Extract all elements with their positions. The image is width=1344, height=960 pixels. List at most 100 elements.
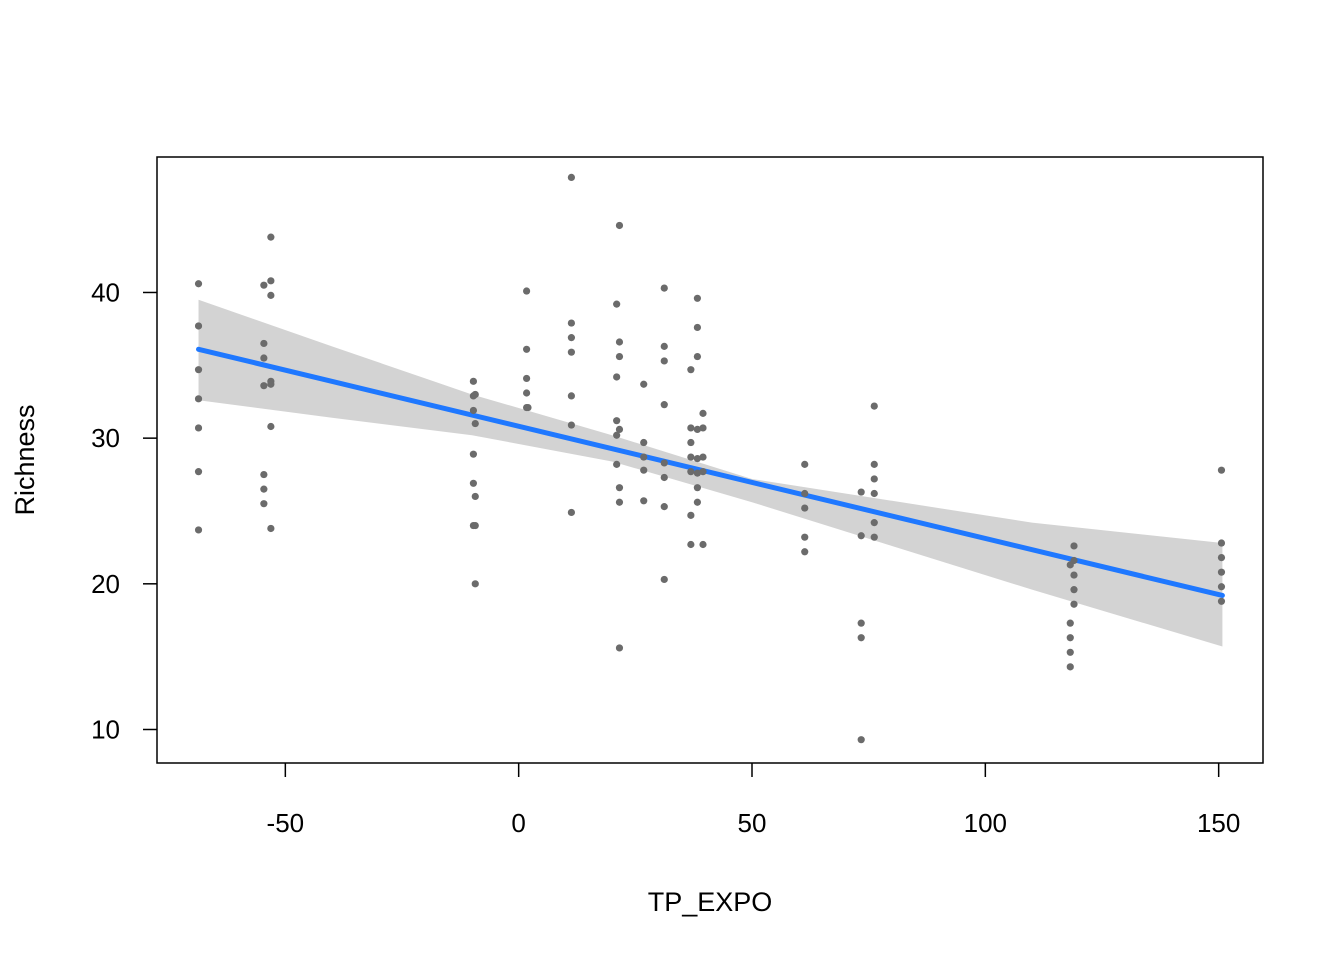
data-point xyxy=(660,503,668,511)
data-point xyxy=(567,173,576,181)
data-point xyxy=(1217,597,1226,605)
data-point xyxy=(260,485,268,493)
data-point xyxy=(640,466,648,474)
y-axis: 10 20 30 40 xyxy=(91,277,157,744)
data-point xyxy=(471,492,479,501)
data-point xyxy=(1217,583,1226,591)
data-point xyxy=(857,619,865,627)
data-point xyxy=(1066,663,1074,671)
data-point xyxy=(260,281,268,289)
x-tick-label: 0 xyxy=(511,808,525,838)
data-point xyxy=(687,540,695,549)
data-point xyxy=(613,417,621,425)
data-point xyxy=(267,524,275,533)
data-point xyxy=(801,460,809,468)
data-point xyxy=(660,473,668,482)
data-point xyxy=(687,453,695,461)
data-point xyxy=(194,526,203,534)
data-point xyxy=(870,489,878,498)
data-point xyxy=(615,644,624,652)
data-point xyxy=(567,392,576,400)
data-point xyxy=(471,580,479,588)
data-point xyxy=(1066,619,1074,627)
data-point xyxy=(693,469,702,477)
data-point xyxy=(1070,571,1078,579)
data-point xyxy=(640,438,648,447)
data-point xyxy=(1217,554,1226,562)
x-tick-label: -50 xyxy=(267,808,305,838)
data-point xyxy=(1066,634,1074,642)
data-point xyxy=(194,280,203,288)
data-point xyxy=(693,454,702,463)
data-point xyxy=(194,468,203,476)
data-point xyxy=(870,402,878,410)
data-point xyxy=(613,431,621,439)
x-tick-label: 150 xyxy=(1197,808,1240,838)
data-point xyxy=(857,532,865,540)
y-tick-label: 20 xyxy=(91,569,120,599)
data-point xyxy=(194,366,203,374)
data-point xyxy=(267,380,275,388)
data-point xyxy=(471,390,479,399)
data-point xyxy=(613,460,621,468)
data-point xyxy=(801,489,809,498)
data-point xyxy=(1070,600,1078,608)
data-point xyxy=(523,287,531,295)
data-point xyxy=(613,300,621,308)
data-point xyxy=(567,421,576,429)
data-point xyxy=(567,319,576,327)
plot-frame xyxy=(156,156,1264,764)
data-point xyxy=(260,382,268,390)
data-point xyxy=(469,406,477,415)
y-tick-label: 40 xyxy=(91,277,120,307)
data-point xyxy=(699,424,707,432)
data-point xyxy=(1217,466,1226,474)
data-point xyxy=(267,233,275,241)
data-point xyxy=(687,424,695,432)
data-point xyxy=(693,425,702,434)
data-point xyxy=(260,470,268,479)
data-point xyxy=(660,401,668,409)
data-point xyxy=(660,284,668,292)
data-point xyxy=(801,533,809,541)
data-point xyxy=(615,484,624,492)
data-point xyxy=(687,366,695,374)
data-point xyxy=(194,322,203,330)
data-points-layer xyxy=(194,173,1226,744)
regression-line-layer xyxy=(196,346,1225,598)
data-point xyxy=(1066,648,1074,656)
y-axis-title: Richness xyxy=(10,404,40,515)
data-point xyxy=(687,438,695,447)
x-tick-label: 50 xyxy=(738,808,767,838)
data-point xyxy=(567,508,576,517)
data-point xyxy=(267,422,275,431)
x-tick-label: 100 xyxy=(964,808,1007,838)
data-point xyxy=(870,519,878,527)
data-point xyxy=(267,277,275,285)
data-point xyxy=(615,352,624,361)
data-point xyxy=(693,352,702,361)
data-point xyxy=(1070,556,1078,565)
data-point xyxy=(1070,542,1078,550)
data-point xyxy=(640,453,648,461)
data-point xyxy=(699,540,707,549)
data-point xyxy=(615,338,624,346)
data-point xyxy=(693,323,702,332)
data-point xyxy=(640,380,648,388)
data-point xyxy=(857,736,865,744)
data-point xyxy=(660,342,668,350)
data-point xyxy=(687,511,695,519)
data-point xyxy=(471,419,479,428)
x-axis: -50 0 50 100 150 xyxy=(267,763,1240,838)
data-point xyxy=(660,357,668,365)
data-point xyxy=(615,425,624,434)
data-point xyxy=(693,498,702,506)
data-point xyxy=(699,453,707,461)
data-point xyxy=(471,521,479,530)
data-point xyxy=(693,484,702,492)
data-point xyxy=(194,424,203,432)
data-point xyxy=(870,533,878,541)
data-point xyxy=(1217,539,1226,547)
data-point xyxy=(1070,586,1078,594)
data-point xyxy=(699,468,707,476)
